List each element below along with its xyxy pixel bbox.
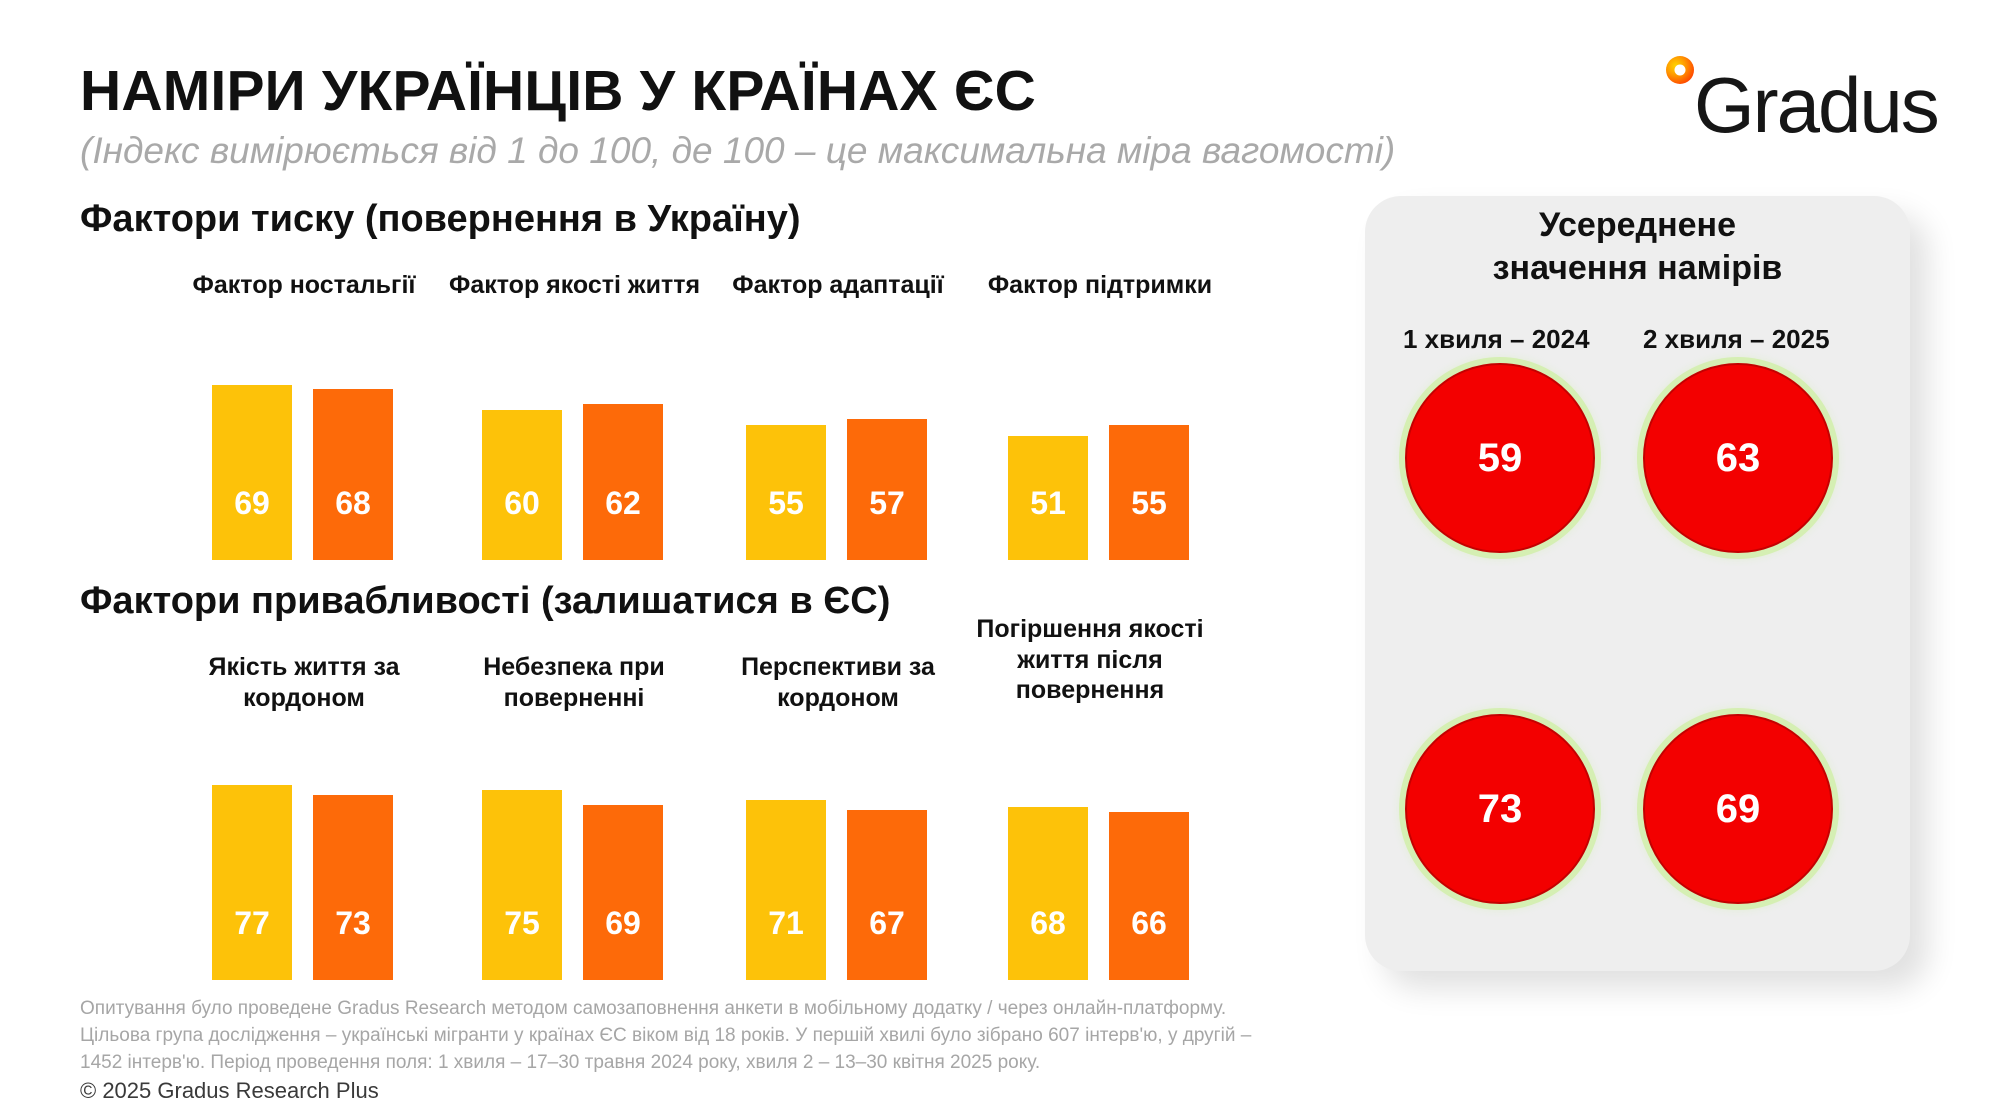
svg-text:Gradus: Gradus xyxy=(1694,61,1938,147)
